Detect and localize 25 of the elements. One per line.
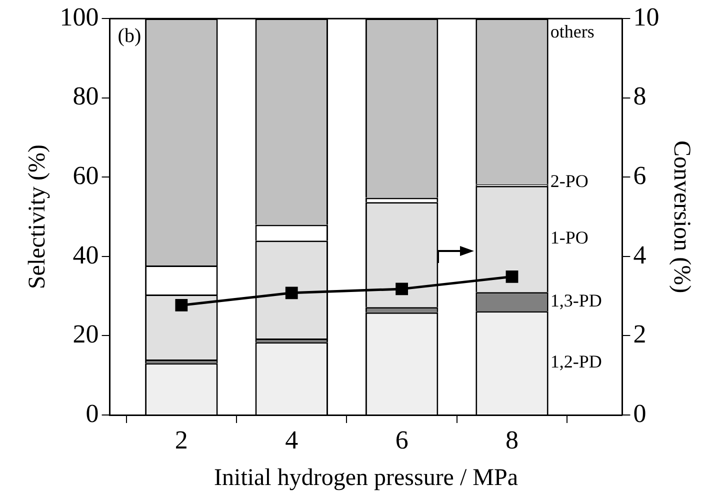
- x-tick-label: 8: [506, 425, 519, 454]
- y2-axis-title: Conversion (%): [668, 140, 694, 294]
- y-tick-label: 0: [86, 398, 99, 428]
- y-tick-label: 100: [60, 2, 99, 32]
- y-tick-label: 80: [72, 82, 99, 111]
- y2-tick-label: 2: [633, 320, 646, 349]
- y2-tick-label: 0: [633, 398, 646, 428]
- x-tick-label: 6: [395, 425, 408, 454]
- series-label: 1,3-PD: [550, 290, 602, 310]
- series-label: 1,2-PD: [550, 352, 602, 372]
- y2-tick-label: 4: [633, 240, 646, 270]
- y-axis-title: Selectivity (%): [24, 144, 51, 290]
- x-tick-label: 4: [285, 425, 298, 454]
- y-tick-label: 60: [72, 160, 99, 190]
- x-tick-label: 2: [174, 425, 188, 454]
- y2-tick-label: 6: [633, 160, 646, 190]
- series-label: 1-PO: [550, 228, 588, 248]
- series-label: others: [550, 21, 594, 42]
- y2-tick-label: 8: [633, 82, 646, 111]
- x-axis-title: Initial hydrogen pressure / MPa: [214, 464, 518, 491]
- y-tick-label: 20: [72, 320, 99, 349]
- annotation: (b): [118, 24, 142, 47]
- series-label: 2-PO: [550, 171, 588, 192]
- y-tick-label: 40: [72, 240, 99, 270]
- y2-tick-label: 10: [633, 2, 660, 32]
